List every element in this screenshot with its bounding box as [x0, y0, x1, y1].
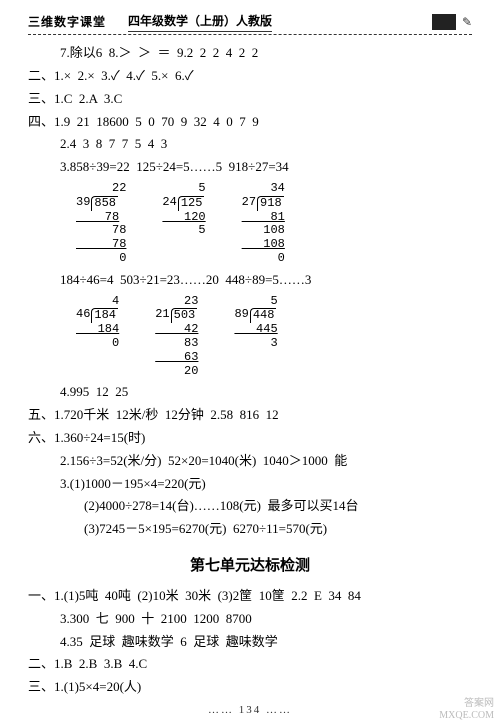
- watermark-line: 答案网: [439, 698, 494, 710]
- long-division: 2321503 42 83 63 20: [155, 295, 198, 379]
- text-line: 四、1.9 21 18600 5 0 70 9 32 4 0 7 9: [28, 112, 472, 133]
- watermark: 答案网 MXQE.COM: [439, 698, 494, 722]
- header-badge: [432, 14, 456, 30]
- text-line: 二、1.× 2.× 3.✓ 4.✓ 5.× 6.✓: [28, 66, 472, 87]
- text-line: 4.995 12 25: [28, 382, 472, 403]
- long-division: 524125 120 5: [162, 182, 205, 266]
- text-line: (3)7245－5×195=6270(元) 6270÷11=570(元): [28, 519, 472, 540]
- long-division: 446184 184 0: [76, 295, 119, 379]
- header-title: 四年级数学（上册）人教版: [128, 12, 272, 32]
- text-line: 184÷46=4 503÷21=23……20 448÷89=5……3: [28, 270, 472, 291]
- text-line: 六、1.360÷24=15(时): [28, 428, 472, 449]
- long-division: 3427918 81 108 108 0: [242, 182, 285, 266]
- text-line: 二、1.B 2.B 3.B 4.C: [28, 654, 472, 675]
- text-line: (2)4000÷278=14(台)……108(元) 最多可以买14台: [28, 496, 472, 517]
- text-line: 3.(1)1000－195×4=220(元): [28, 474, 472, 495]
- text-line: 三、1.C 2.A 3.C: [28, 89, 472, 110]
- header-series: 三维数字课堂: [28, 13, 106, 32]
- text-line: 2.156÷3=52(米/分) 52×20=1040(米) 1040＞1000 …: [28, 451, 472, 472]
- long-division-row: 446184 184 0 2321503 42 83 63 20 589448 …: [76, 295, 472, 379]
- feather-icon: ✎: [462, 13, 472, 32]
- text-line: 一、1.(1)5吨 40吨 (2)10米 30米 (3)2筐 10筐 2.2 E…: [28, 586, 472, 607]
- text-line: 三、1.(1)5×4=20(人): [28, 677, 472, 698]
- watermark-line: MXQE.COM: [439, 710, 494, 722]
- text-line: 五、1.720千米 12米/秒 12分钟 2.58 816 12: [28, 405, 472, 426]
- long-division: 2239858 78 78 78 0: [76, 182, 126, 266]
- text-line: 7.除以6 8.＞ ＞ ＝ 9.2 2 2 4 2 2: [28, 43, 472, 64]
- long-division-row: 2239858 78 78 78 0 524125 120 5 3427918 …: [76, 182, 472, 266]
- text-line: 3.300 七 900 十 2100 1200 8700: [28, 609, 472, 630]
- page-header: 三维数字课堂 四年级数学（上册）人教版 ✎: [28, 12, 472, 35]
- text-line: 3.858÷39=22 125÷24=5……5 918÷27=34: [28, 157, 472, 178]
- section-title: 第七单元达标检测: [28, 554, 472, 578]
- page-number: …… 134 ……: [28, 702, 472, 720]
- long-division: 589448 445 3: [234, 295, 277, 379]
- text-line: 4.35 足球 趣味数学 6 足球 趣味数学: [28, 632, 472, 653]
- text-line: 2.4 3 8 7 7 5 4 3: [28, 134, 472, 155]
